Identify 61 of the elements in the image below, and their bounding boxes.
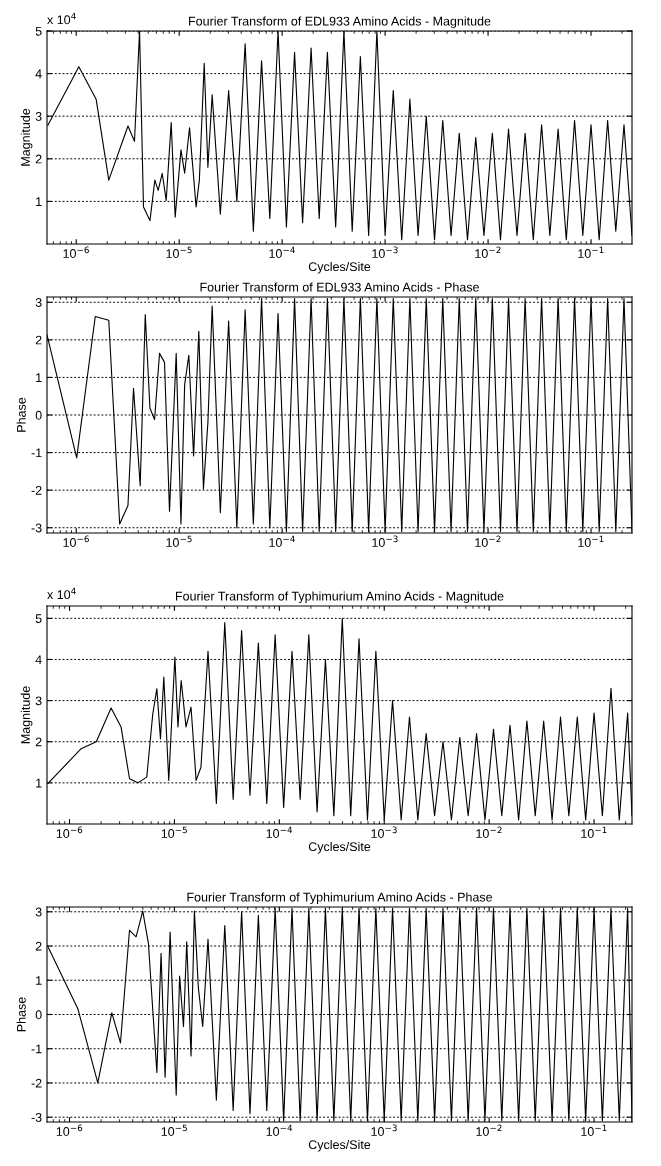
- y-tick-label: 3: [35, 298, 42, 307]
- x-tick-label: 10$^{−4}$: [269, 246, 295, 258]
- y-tick-label: 3: [35, 696, 42, 706]
- chart-title: Fourier Transform of EDL933 Amino Acids - Magnitude: [189, 16, 491, 29]
- y-tick-label: 1: [36, 197, 42, 206]
- x-tick-label: 10$^{−4}$: [266, 1124, 293, 1136]
- y-tick-label: 1: [36, 976, 42, 985]
- y-tick-label: 0: [35, 1010, 42, 1020]
- x-tick-label: 10$^{−6}$: [63, 535, 89, 547]
- y-axis-title: Magnitude: [20, 108, 33, 166]
- y-tick-label: 0: [35, 410, 42, 420]
- x-tick-label: 10$^{−6}$: [56, 826, 83, 838]
- x-tick-label: 10$^{−2}$: [475, 246, 501, 258]
- x-tick-label: 10$^{−1}$: [578, 535, 604, 547]
- y-tick-label: 3: [35, 907, 42, 917]
- x-axis-title: Cycles/Site: [308, 261, 371, 274]
- y-tick-label: -1: [31, 448, 42, 458]
- text: x 10$^{4}$: [47, 12, 76, 25]
- x-axis-title: Cycles/Site: [308, 1139, 371, 1152]
- y-tick-label: 1: [36, 778, 42, 788]
- chart-title: Fourier Transform of Typhimurium Amino Acids - Phase: [187, 892, 493, 905]
- y-tick-label: -2: [31, 1078, 42, 1088]
- y-axis-title: Phase: [16, 397, 26, 432]
- y-axis-title: Phase: [16, 997, 26, 1032]
- x-tick-label: 10$^{−1}$: [578, 246, 604, 258]
- y-tick-label: -2: [31, 485, 42, 495]
- y-tick-label: 2: [35, 941, 42, 951]
- x-tick-label: 10$^{−3}$: [371, 826, 397, 838]
- x-tick-label: 10$^{−2}$: [476, 826, 502, 838]
- x-tick-label: 10$^{−1}$: [581, 1124, 607, 1136]
- chart-title: Fourier Transform of Typhimurium Amino Acids - Magnitude: [176, 591, 504, 604]
- chart-title: Fourier Transform of EDL933 Amino Acids - Phase: [200, 282, 479, 292]
- x-tick-label: 10$^{−4}$: [266, 826, 293, 838]
- y-axis-title: Magnitude: [20, 686, 33, 744]
- x-tick-label: 10$^{−2}$: [476, 1124, 502, 1136]
- y-tick-label: 5: [35, 26, 42, 36]
- x-axis-title: Cycles/Site: [308, 841, 371, 854]
- x-tick-label: 10$^{−4}$: [269, 535, 295, 547]
- text: x 10$^{4}$: [47, 587, 76, 600]
- x-tick-label: 10$^{−6}$: [63, 246, 89, 258]
- x-tick-label: 10$^{−3}$: [372, 246, 398, 258]
- x-tick-label: 10$^{−5}$: [161, 1124, 187, 1136]
- x-tick-label: 10$^{−6}$: [56, 1124, 83, 1136]
- y-tick-label: -1: [31, 1044, 42, 1054]
- x-tick-label: 10$^{−2}$: [475, 535, 501, 547]
- y-tick-label: 2: [35, 335, 42, 345]
- y-tick-label: 4: [35, 69, 42, 79]
- y-tick-label: 2: [35, 154, 42, 164]
- y-tick-label: 5: [35, 614, 42, 623]
- x-tick-label: 10$^{−1}$: [581, 826, 607, 838]
- x-tick-label: 10$^{−5}$: [166, 246, 192, 258]
- y-tick-label: -3: [31, 523, 42, 533]
- x-tick-label: 10$^{−3}$: [371, 1124, 397, 1136]
- y-tick-label: 2: [35, 737, 42, 747]
- x-tick-label: 10$^{−3}$: [372, 535, 398, 547]
- x-tick-label: 10$^{−5}$: [161, 826, 187, 838]
- y-tick-label: -3: [31, 1113, 42, 1122]
- y-tick-label: 1: [36, 373, 42, 382]
- x-tick-label: 10$^{−5}$: [166, 535, 192, 547]
- y-tick-label: 4: [35, 655, 42, 664]
- y-tick-label: 3: [35, 112, 42, 121]
